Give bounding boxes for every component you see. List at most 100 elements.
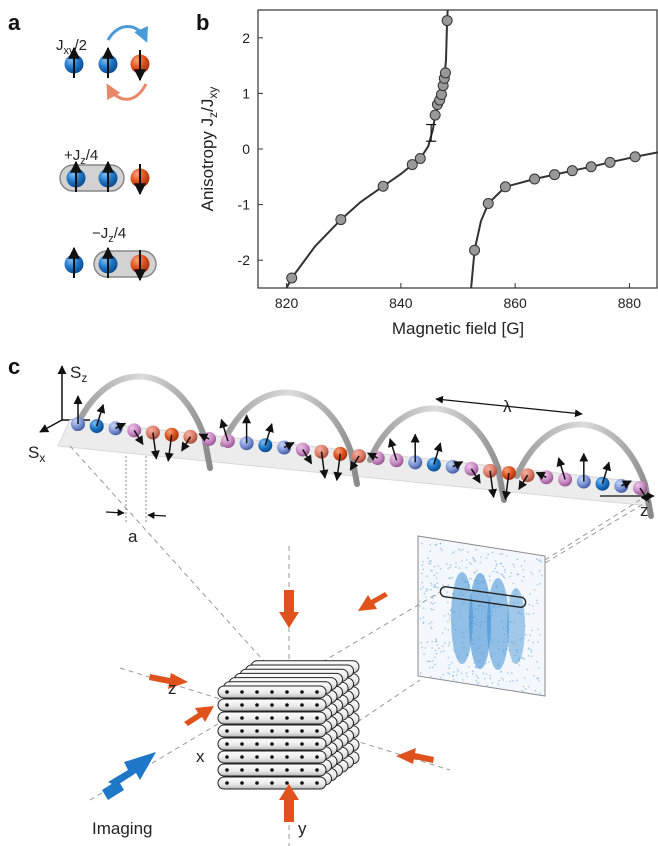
- noise-dot: [488, 575, 491, 577]
- atom-dot: [285, 729, 289, 733]
- beam-arrow-bottom: [279, 784, 299, 822]
- spiral-z-label: z: [640, 501, 649, 520]
- noise-dot: [444, 642, 446, 644]
- noise-dot: [424, 647, 427, 649]
- spin-arrow: [219, 418, 229, 442]
- atom-dot: [270, 742, 274, 746]
- noise-dot: [434, 602, 436, 604]
- spin-arrow: [150, 432, 160, 460]
- noise-dot: [522, 568, 525, 571]
- noise-dot: [522, 575, 525, 578]
- noise-dot: [537, 641, 540, 643]
- imaging-beam-tail: [102, 780, 124, 800]
- atom-dot: [270, 768, 274, 772]
- noise-dot: [458, 567, 461, 569]
- noise-dot: [466, 675, 468, 678]
- density-stripe: [487, 578, 509, 670]
- noise-dot: [448, 673, 451, 675]
- noise-dot: [487, 553, 490, 556]
- noise-dot: [435, 640, 438, 642]
- data-point: [499, 181, 511, 193]
- noise-dot: [532, 641, 534, 644]
- spin-arrow: [620, 480, 632, 489]
- noise-dot: [524, 688, 527, 690]
- noise-dot: [432, 608, 435, 611]
- noise-dot: [530, 655, 533, 657]
- atom-dot: [225, 690, 229, 694]
- noise-dot: [468, 666, 470, 668]
- noise-dot: [533, 588, 536, 591]
- atom-dot: [240, 690, 244, 694]
- noise-dot: [452, 675, 455, 677]
- noise-dot: [440, 650, 442, 653]
- atom-dot: [225, 755, 229, 759]
- noise-dot: [422, 622, 425, 625]
- noise-dot: [508, 597, 511, 599]
- noise-dot: [467, 551, 469, 553]
- noise-dot: [422, 621, 425, 623]
- noise-dot: [524, 625, 527, 627]
- spin-arrow: [601, 461, 611, 484]
- atom-dot: [225, 742, 229, 746]
- noise-dot: [504, 571, 506, 573]
- lattice-site: [501, 466, 516, 481]
- noise-dot: [538, 667, 540, 669]
- noise-dot: [444, 627, 446, 630]
- spin-arrow: [264, 423, 274, 446]
- beam-arrow-lower-left: [184, 706, 214, 726]
- noise-dot: [520, 613, 523, 615]
- noise-dot: [472, 556, 474, 559]
- noise-dot: [436, 644, 439, 646]
- noise-dot: [436, 577, 438, 579]
- noise-dot: [495, 571, 498, 573]
- noise-dot: [499, 553, 502, 555]
- data-point: [335, 214, 347, 226]
- atom-dot: [285, 716, 289, 720]
- noise-dot: [436, 582, 439, 584]
- hop-arrow-bottom: [106, 83, 148, 101]
- spiral-ribbon: [73, 373, 213, 471]
- noise-dot: [516, 558, 519, 560]
- noise-dot: [536, 599, 538, 602]
- spin-arrow: [433, 442, 443, 465]
- noise-dot: [430, 626, 432, 629]
- data-point: [377, 180, 389, 192]
- atom-dot: [300, 755, 304, 759]
- noise-dot: [498, 679, 500, 682]
- panel-a-row2-spins: [66, 160, 150, 196]
- noise-dot: [509, 575, 511, 578]
- noise-dot: [528, 685, 530, 688]
- noise-dot: [419, 600, 421, 603]
- noise-dot: [539, 582, 541, 585]
- noise-dot: [440, 676, 442, 679]
- noise-dot: [500, 677, 503, 680]
- noise-dot: [528, 603, 531, 606]
- hop-arrow-top: [106, 25, 148, 43]
- projection-line: [69, 445, 291, 691]
- y-tick-label: 1: [242, 85, 250, 101]
- noise-dot: [539, 559, 542, 562]
- noise-dot: [431, 602, 434, 605]
- atom-dot: [255, 781, 259, 785]
- noise-dot: [484, 678, 486, 680]
- absorption-image: [417, 535, 546, 697]
- noise-dot: [441, 632, 444, 634]
- noise-dot: [473, 662, 475, 664]
- beam-arrow-left: [149, 673, 188, 689]
- atom-dot: [315, 781, 319, 785]
- noise-dot: [447, 620, 449, 623]
- spiral-ribbon: [514, 421, 654, 519]
- noise-dot: [476, 683, 479, 685]
- noise-dot: [514, 654, 516, 657]
- noise-dot: [501, 574, 504, 576]
- noise-dot: [511, 660, 514, 663]
- noise-dot: [511, 641, 513, 643]
- noise-dot: [439, 547, 442, 550]
- data-point: [585, 161, 597, 173]
- spin-arrow: [502, 473, 511, 501]
- noise-dot: [538, 569, 541, 572]
- noise-dot: [513, 641, 516, 643]
- noise-dot: [442, 584, 444, 586]
